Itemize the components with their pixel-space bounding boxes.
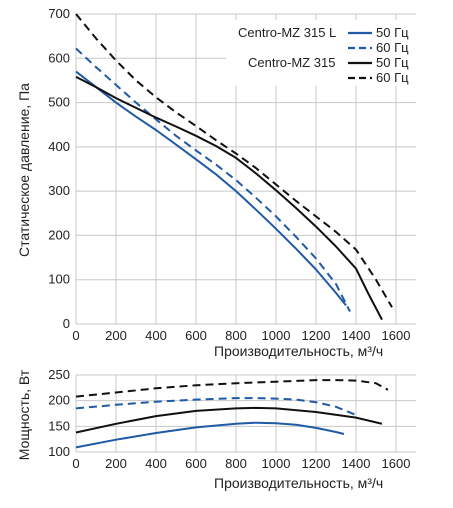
pressure-series-base-50 [75,76,383,321]
legend-model-l: Centro-MZ 315 L [238,25,336,40]
power-y-tick-200: 200 [48,393,70,408]
pressure-y-tick-100: 100 [48,272,70,287]
pressure-x-tick-1200: 1200 [302,328,331,343]
pressure-x-tick-200: 200 [105,328,127,343]
power-x-tick-800: 800 [225,456,247,471]
pressure-x-tick-600: 600 [185,328,207,343]
legend-l-50-label: 50 Гц [376,25,409,40]
pressure-x-axis-title: Производительность, м³/ч [214,343,383,359]
pressure-series-l-50 [75,70,347,307]
pressure-y-tick-200: 200 [48,227,70,242]
pressure-y-tick-0: 0 [63,316,70,331]
legend-model: Centro-MZ 315 [248,55,335,70]
pressure-plot-ticks: 0 200 400 600 800 1000 1200 1400 1600 0 100 200 300 4… [48,6,410,343]
power-y-tick-100: 100 [48,444,70,459]
power-x-tick-1400: 1400 [342,456,371,471]
legend-l-60-label: 60 Гц [376,40,409,55]
power-x-tick-0: 0 [72,456,79,471]
legend-background [226,20,416,86]
power-series-l-50 [75,421,345,449]
power-plot-grid [75,374,416,453]
pressure-y-axis-title: Статическое давление, Па [16,83,32,257]
power-series-base-60 [75,379,389,398]
power-x-tick-1000: 1000 [262,456,291,471]
power-series-base-50 [75,406,383,434]
power-plot-series [75,379,389,449]
power-x-tick-1600: 1600 [382,456,411,471]
pressure-x-tick-1600: 1600 [382,328,411,343]
power-plot-ticks: 0 200 400 600 800 1000 1200 1400 1600 100 150 200 25… [48,367,410,471]
pressure-x-tick-400: 400 [145,328,167,343]
power-series-l-60 [75,397,357,416]
power-x-tick-1200: 1200 [302,456,331,471]
power-x-axis-title: Производительность, м³/ч [214,475,383,491]
power-x-tick-600: 600 [185,456,207,471]
pressure-y-tick-300: 300 [48,183,70,198]
pressure-y-tick-400: 400 [48,139,70,154]
pressure-y-tick-500: 500 [48,95,70,110]
pressure-plot-series [75,13,393,321]
legend-50-label: 50 Гц [376,55,409,70]
pressure-series-base-60 [75,13,393,308]
pressure-y-tick-600: 600 [48,50,70,65]
power-y-tick-150: 150 [48,418,70,433]
power-x-tick-200: 200 [105,456,127,471]
pressure-x-tick-1400: 1400 [342,328,371,343]
power-x-tick-400: 400 [145,456,167,471]
pressure-series-l-60 [75,47,351,313]
power-y-tick-250: 250 [48,367,70,382]
legend-60-label: 60 Гц [376,70,409,85]
pressure-x-tick-0: 0 [72,328,79,343]
pressure-x-tick-800: 800 [225,328,247,343]
pressure-x-tick-1000: 1000 [262,328,291,343]
power-y-axis-title: Мощность, Вт [16,369,32,460]
legend: Centro-MZ 315 L 50 Гц 60 Гц Centro-MZ 31… [226,20,416,86]
pressure-y-tick-700: 700 [48,6,70,21]
